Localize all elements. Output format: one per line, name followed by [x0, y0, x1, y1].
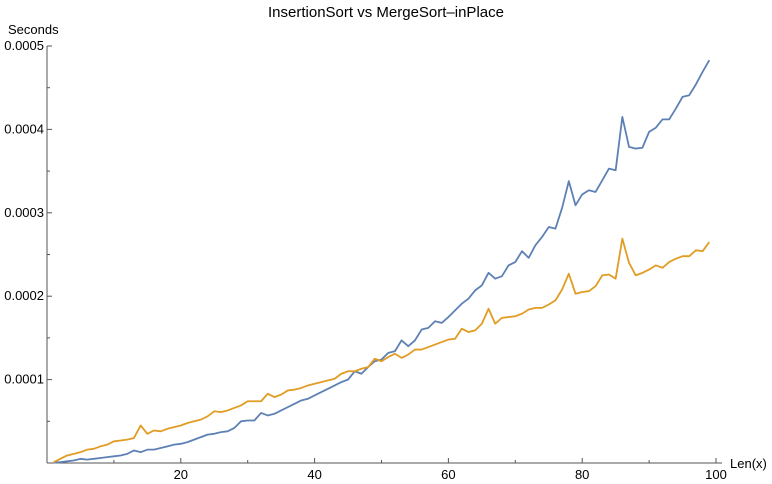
x-axis-label: Len(x)	[730, 456, 767, 471]
y-tick-label: 0.0004	[4, 121, 44, 136]
x-tick-label: 60	[441, 467, 455, 482]
series-line-1	[53, 59, 711, 464]
axis-ticks: 20 40 60 80 100 0.0001 0.0002 0.0003 0.0004 0.000…	[4, 38, 727, 482]
x-tick-label: 100	[705, 467, 727, 482]
x-tick-label: 20	[174, 467, 188, 482]
series-line-2	[53, 237, 711, 463]
y-tick-label: 0.0005	[4, 38, 44, 53]
y-tick-label: 0.0002	[4, 288, 44, 303]
chart-title: InsertionSort vs MergeSort–inPlace	[268, 4, 504, 21]
y-axis-label: Seconds	[8, 22, 59, 37]
x-tick-label: 40	[307, 467, 321, 482]
y-tick-label: 0.0003	[4, 205, 44, 220]
y-tick-label: 0.0001	[4, 372, 44, 387]
x-tick-label: 80	[575, 467, 589, 482]
series-layer	[53, 59, 711, 464]
